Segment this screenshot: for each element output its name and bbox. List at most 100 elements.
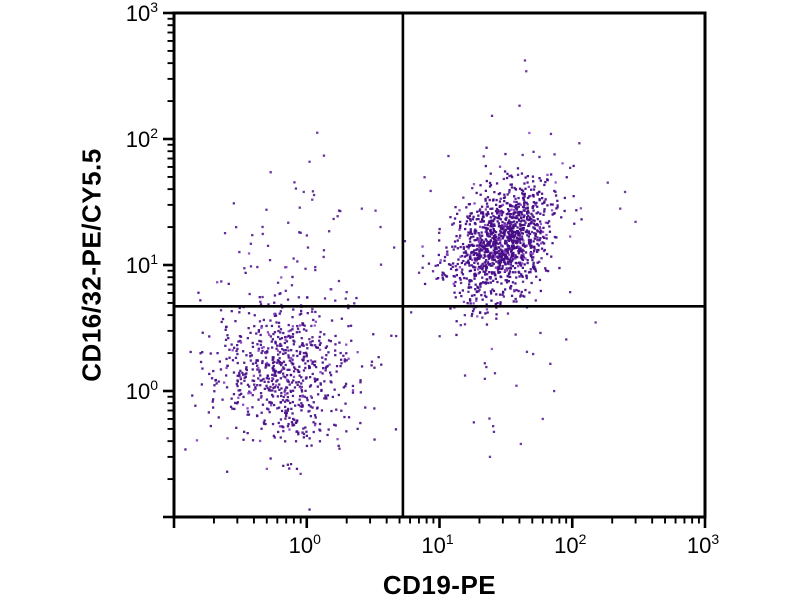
data-point [275,321,278,324]
data-point [481,266,484,269]
data-point [199,352,202,355]
data-point [328,363,331,366]
data-point [315,365,318,369]
data-point [508,272,511,275]
data-point [236,361,239,365]
data-point [503,256,506,260]
data-point [316,378,319,381]
data-point [304,366,307,370]
data-point [304,267,307,270]
data-point [511,240,514,244]
data-point [495,293,498,296]
data-point [494,234,497,237]
data-point [311,360,314,363]
data-point [506,201,509,205]
data-point [356,427,359,430]
data-point [286,346,289,349]
data-point [507,267,511,270]
data-point [312,430,315,434]
data-point [533,185,536,188]
data-point [533,265,536,268]
data-point [286,335,289,339]
data-point [494,255,498,258]
data-point [339,209,342,213]
data-point [279,310,282,313]
data-point [499,241,502,244]
data-point [451,265,454,268]
data-point [337,444,340,447]
data-point [503,170,507,173]
data-point [462,259,465,263]
data-point [243,267,246,270]
data-point [511,175,514,179]
data-point [504,288,507,291]
data-point [537,244,540,247]
data-point [498,271,502,274]
data-point [300,390,304,393]
data-point [260,411,263,414]
data-point [373,407,376,410]
data-point [623,190,627,194]
data-point [529,240,532,243]
data-point [483,253,486,257]
data-point [474,266,477,269]
data-point [497,271,500,274]
data-point [528,131,531,135]
data-point [280,394,283,398]
data-point [506,212,510,215]
data-point [550,173,553,176]
data-point [300,402,303,405]
data-point [313,324,316,327]
data-point [279,436,282,439]
data-point [479,247,482,250]
data-point [282,352,285,355]
data-point [302,344,305,347]
data-point [477,239,480,242]
data-point [282,372,285,375]
axis-ticks [163,11,707,528]
data-point [490,299,493,302]
data-point [504,251,507,255]
data-point [291,422,294,426]
data-point [572,195,575,198]
data-point [474,258,477,261]
data-point [277,325,281,328]
data-point [344,402,347,405]
data-point [497,246,500,249]
data-point [523,219,526,222]
data-point [504,228,508,231]
data-point [364,406,367,409]
data-point [520,273,523,276]
data-point [476,253,479,256]
data-point [295,331,298,334]
data-point [295,349,298,353]
data-point [269,389,272,392]
data-point [236,347,239,351]
data-point [534,234,537,237]
data-point [506,208,510,211]
data-point [550,209,554,212]
data-point [474,222,477,226]
data-point [500,260,503,263]
data-point [510,232,513,235]
data-point [503,233,506,236]
data-point [532,150,535,153]
data-point [278,357,281,360]
data-point [485,323,489,326]
data-point [497,222,500,225]
data-point [496,280,499,284]
data-point [499,232,502,235]
data-point [479,236,482,239]
data-point [489,277,492,280]
data-point [265,361,269,365]
data-point [536,261,539,264]
data-point [219,368,223,371]
data-point [470,236,473,239]
data-point [500,249,503,252]
data-point [323,297,327,300]
data-point [506,227,509,230]
data-point [501,224,504,227]
data-point [527,185,530,188]
data-point [327,339,331,342]
data-point [539,212,542,215]
